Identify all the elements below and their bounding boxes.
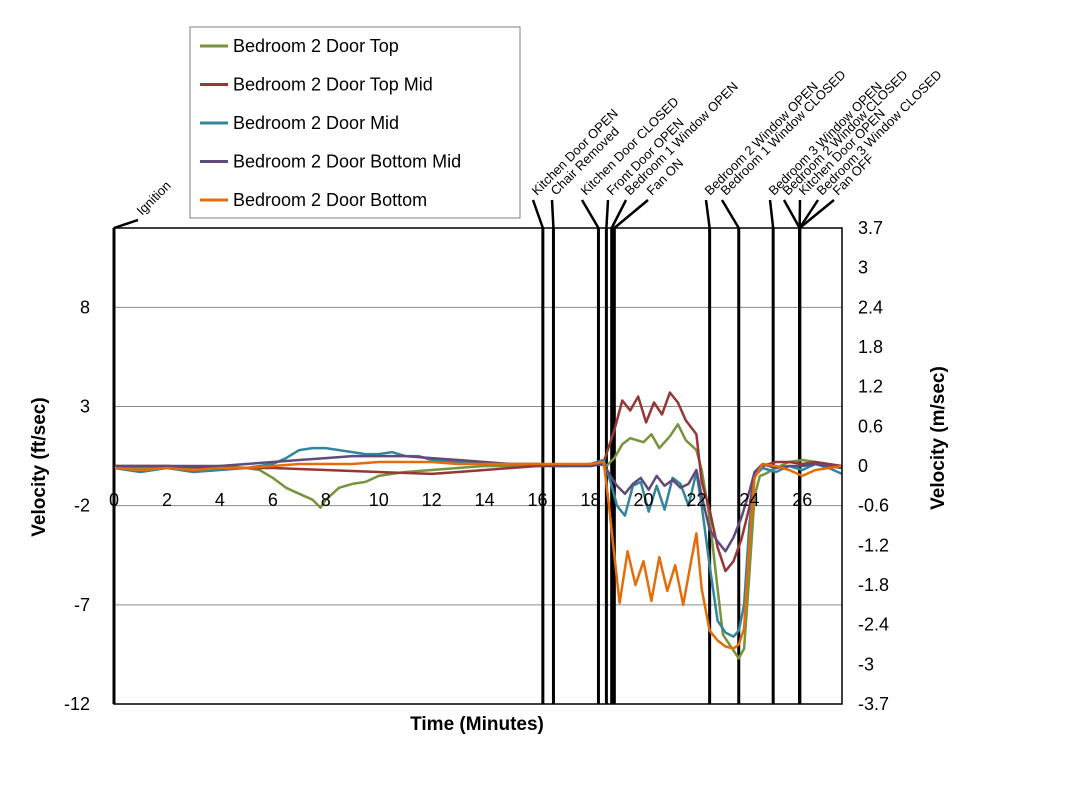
x-tick-label: 8 — [321, 490, 331, 510]
x-tick-label: 24 — [739, 490, 759, 510]
y-axis-right-ticks: 3.7 3 2.4 1.8 1.2 0.6 0 -0.6 -1.2 -1.8 -2.4 -3 -3.7 — [858, 218, 889, 714]
event-label: Ignition — [134, 178, 174, 218]
legend: Bedroom 2 Door Top Bedroom 2 Door Top Mid… — [189, 26, 521, 219]
plot-area-frame — [113, 227, 843, 705]
y-tick-label-right: 1.2 — [858, 377, 883, 397]
x-tick-label: 0 — [109, 490, 119, 510]
y-tick-label-right: -3 — [858, 654, 874, 674]
series-line — [113, 460, 843, 650]
series-line — [113, 446, 843, 638]
event-leader — [768, 199, 775, 229]
y-tick-label-left: 3 — [80, 397, 90, 417]
y-tick-label-right: -2.4 — [858, 615, 889, 635]
event-leader — [531, 199, 545, 229]
series-lines — [113, 391, 843, 660]
y-tick-label-right: -1.2 — [858, 535, 889, 555]
y-tick-label-left: -2 — [74, 496, 90, 516]
legend-label: Bedroom 2 Door Top Mid — [233, 75, 433, 95]
series-line — [113, 423, 843, 660]
event-leader — [550, 199, 555, 229]
x-axis-ticks: 0 2 4 6 8 10 12 14 16 18 20 22 24 26 — [109, 490, 812, 510]
y-tick-label-right: 3.7 — [858, 218, 883, 238]
x-tick-label: 16 — [528, 490, 548, 510]
legend-label: Bedroom 2 Door Bottom Mid — [233, 152, 461, 172]
y-tick-label-right: 0.6 — [858, 416, 883, 436]
y-tick-label-right: 3 — [858, 258, 868, 278]
x-tick-label: 22 — [686, 490, 706, 510]
x-tick-label: 26 — [792, 490, 812, 510]
legend-label: Bedroom 2 Door Mid — [233, 113, 399, 133]
legend-label: Bedroom 2 Door Bottom — [233, 190, 427, 210]
event-leader — [798, 199, 835, 229]
legend-box — [189, 26, 521, 219]
event-leader — [605, 199, 610, 229]
y-axis-right-title: Velocity (m/sec) — [928, 366, 949, 510]
y-tick-label-right: -0.6 — [858, 496, 889, 516]
event-leader — [610, 199, 628, 229]
x-tick-label: 12 — [422, 490, 442, 510]
legend-label: Bedroom 2 Door Top — [233, 36, 399, 56]
series-line — [114, 454, 843, 553]
x-tick-label: 18 — [580, 490, 600, 510]
series-line — [114, 391, 843, 573]
event-leader — [782, 199, 801, 229]
x-tick-label: 6 — [268, 490, 278, 510]
x-tick-label: 20 — [633, 490, 653, 510]
x-tick-label: 2 — [162, 490, 172, 510]
y-tick-label-right: -1.8 — [858, 575, 889, 595]
y-axis-left-title: Velocity (ft/sec) — [29, 397, 50, 536]
y-tick-label-left: 8 — [80, 297, 90, 317]
event-leader — [720, 199, 740, 229]
event-leader — [113, 218, 139, 230]
x-tick-label: 14 — [475, 490, 495, 510]
y-tick-label-right: -3.7 — [858, 694, 889, 714]
y-axis-left-ticks: -12 -7 -2 3 8 — [64, 297, 90, 714]
x-tick-label: 4 — [215, 490, 225, 510]
event-leader — [580, 199, 600, 229]
y-tick-label-left: -7 — [74, 595, 90, 615]
event-leader — [704, 199, 711, 229]
event-leader — [798, 199, 820, 229]
y-tick-label-right: 0 — [858, 456, 868, 476]
y-tick-label-left: -12 — [64, 694, 90, 714]
y-tick-label-right: 2.4 — [858, 297, 883, 317]
y-tick-label-right: 1.8 — [858, 337, 883, 357]
event-leader — [613, 199, 649, 229]
x-axis-title: Time (Minutes) — [410, 714, 544, 735]
x-tick-label: 10 — [369, 490, 389, 510]
